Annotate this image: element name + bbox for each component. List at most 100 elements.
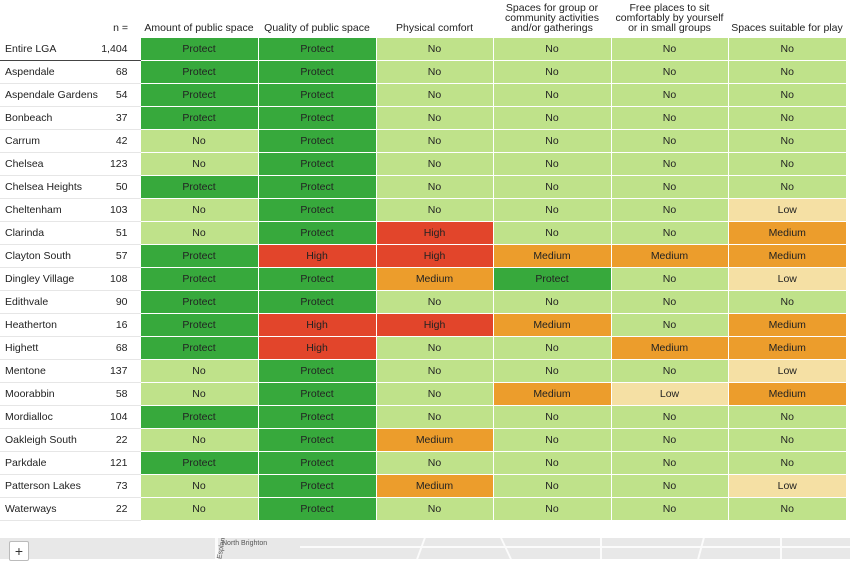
heatmap-cell: Protect — [492, 267, 611, 291]
heatmap-cell: Medium — [727, 382, 846, 406]
heatmap-cell: No — [139, 474, 258, 498]
heatmap-cell: Protect — [257, 83, 376, 107]
heatmap-cell: No — [492, 221, 611, 245]
row-label: Carrum — [0, 129, 100, 153]
heatmap-cell: No — [492, 83, 611, 107]
heatmap-cell: High — [257, 244, 376, 268]
heatmap-cell: No — [375, 152, 493, 176]
table-row: Aspendale Gardens 54 Protect Protect No No No N… — [0, 83, 846, 107]
heatmap-cell: Medium — [610, 336, 728, 360]
heatmap-cell: Protect — [257, 359, 376, 383]
heatmap-cell: No — [727, 290, 846, 314]
row-label: Clarinda — [0, 221, 100, 245]
heatmap-cell: Protect — [257, 221, 376, 245]
heatmap-cell: Protect — [139, 313, 258, 337]
heatmap-cell: Protect — [139, 175, 258, 199]
heatmap-cell: Protect — [257, 175, 376, 199]
heatmap-cell: Medium — [727, 221, 846, 245]
column-header: Quality of public space — [264, 22, 370, 34]
map-place-label: North Brighton — [222, 540, 268, 547]
heatmap-cell: No — [610, 267, 728, 291]
heatmap-cell: High — [375, 313, 493, 337]
table-row: Moorabbin 58 No Protect No Medium Low Medium — [0, 382, 846, 406]
heatmap-cell: No — [492, 336, 611, 360]
row-count: 16 — [100, 313, 140, 337]
row-count: 22 — [100, 497, 140, 521]
row-count: 42 — [100, 129, 140, 153]
row-count: 137 — [100, 359, 140, 383]
heatmap-cell: No — [610, 313, 728, 337]
heatmap-cell: Protect — [257, 290, 376, 314]
heatmap-cell: No — [492, 129, 611, 153]
table-row: Mordialloc 104 Protect Protect No No No No — [0, 405, 846, 429]
heatmap-cell: No — [375, 83, 493, 107]
heatmap-cell: Medium — [492, 313, 611, 337]
header-name — [0, 0, 100, 38]
row-label: Mentone — [0, 359, 100, 383]
table-row: Waterways 22 No Protect No No No No — [0, 497, 846, 521]
row-count: 50 — [100, 175, 140, 199]
table-row: Cheltenham 103 No Protect No No No Low — [0, 198, 846, 222]
heatmap-cell: Protect — [139, 267, 258, 291]
row-count: 58 — [100, 382, 140, 406]
heatmap-cell: No — [139, 198, 258, 222]
table-row: Patterson Lakes 73 No Protect Medium No No Low — [0, 474, 846, 498]
column-header: Amount of public space — [144, 22, 254, 34]
row-label: Aspendale Gardens — [0, 83, 100, 107]
row-label: Oakleigh South — [0, 428, 100, 452]
heatmap-cell: No — [610, 474, 728, 498]
heatmap-cell: No — [610, 428, 728, 452]
heatmap-cell: Medium — [492, 244, 611, 268]
heatmap-cell: Protect — [139, 106, 258, 130]
heatmap-cell: No — [139, 152, 258, 176]
heatmap-cell: Protect — [139, 244, 258, 268]
heatmap-cell: No — [492, 474, 611, 498]
heatmap-cell: No — [492, 428, 611, 452]
table-row: Oakleigh South 22 No Protect Medium No No No — [0, 428, 846, 452]
row-label: Waterways — [0, 497, 100, 521]
heatmap-cell: High — [375, 244, 493, 268]
heatmap-cell: Protect — [257, 428, 376, 452]
map-zoom-in-button[interactable]: + — [9, 541, 29, 561]
header-n: n = — [113, 22, 128, 34]
heatmap-cell: No — [375, 382, 493, 406]
heatmap-cell: Protect — [257, 451, 376, 475]
heatmap-cell: No — [610, 290, 728, 314]
row-label: Entire LGA — [0, 37, 100, 61]
heatmap-cell: Protect — [257, 60, 376, 84]
heatmap-cell: Protect — [257, 37, 376, 61]
heatmap-cell: Medium — [610, 244, 728, 268]
heatmap-cell: No — [375, 451, 493, 475]
table-row: Edithvale 90 Protect Protect No No No No — [0, 290, 846, 314]
table-row: Entire LGA 1,404 Protect Protect No No No No — [0, 37, 846, 61]
heatmap-cell: Protect — [257, 152, 376, 176]
heatmap-cell: Protect — [139, 290, 258, 314]
header-row: n = Amount of public space Quality of pu… — [0, 0, 846, 38]
heatmap-cell: Low — [727, 267, 846, 291]
row-count: 68 — [100, 336, 140, 360]
heatmap-cell: High — [375, 221, 493, 245]
map-strip[interactable] — [0, 538, 850, 559]
heatmap-cell: No — [375, 60, 493, 84]
heatmap-cell: Protect — [139, 37, 258, 61]
row-count: 22 — [100, 428, 140, 452]
heatmap-cell: Medium — [375, 428, 493, 452]
row-count: 73 — [100, 474, 140, 498]
heatmap-cell: No — [375, 336, 493, 360]
heatmap-cell: No — [727, 428, 846, 452]
row-count: 51 — [100, 221, 140, 245]
row-label: Chelsea Heights — [0, 175, 100, 199]
table-row: Mentone 137 No Protect No No No Low — [0, 359, 846, 383]
heatmap-cell: No — [727, 37, 846, 61]
row-count: 54 — [100, 83, 140, 107]
heatmap-cell: Protect — [139, 405, 258, 429]
heatmap-cell: Protect — [139, 83, 258, 107]
heatmap-cell: Low — [727, 474, 846, 498]
table-row: Clarinda 51 No Protect High No No Medium — [0, 221, 846, 245]
heatmap-cell: No — [492, 37, 611, 61]
table-row: Aspendale 68 Protect Protect No No No No — [0, 60, 846, 84]
heatmap-cell: Protect — [257, 267, 376, 291]
heatmap-cell: No — [492, 359, 611, 383]
table-row: Chelsea Heights 50 Protect Protect No No No No — [0, 175, 846, 199]
heatmap-cell: Protect — [257, 474, 376, 498]
